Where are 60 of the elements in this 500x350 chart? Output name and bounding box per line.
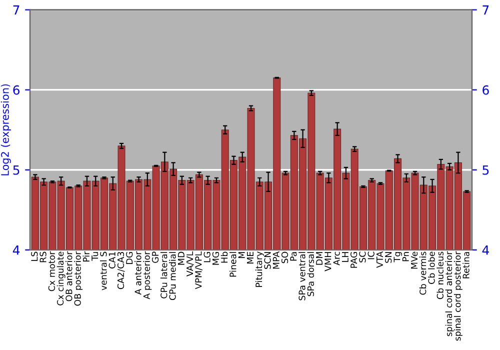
x-tick-label: OB anterior (65, 251, 72, 302)
x-tick-label: SCN (264, 252, 271, 269)
x-tick-label: MD (178, 252, 184, 265)
x-tick-label: CA1 (108, 252, 116, 268)
x-tick-label: A posterior (143, 251, 152, 300)
x-tick-label: VTA (376, 251, 383, 268)
y-tick-label: 4 (12, 246, 20, 255)
x-tick-label: DM (316, 252, 322, 265)
x-tick-label: MPA (272, 251, 280, 269)
x-tick-label: ME (247, 252, 254, 264)
x-tick-label: Tg (394, 252, 402, 262)
x-tick-label: LH (342, 252, 348, 262)
x-tick-label: Cb vermis (419, 252, 426, 295)
y-tick-label: 7 (13, 5, 20, 15)
x-tick-label: Cb lobe (428, 252, 435, 284)
x-tick-label: ventral S (100, 252, 107, 290)
x-tick-label: Pineal (230, 252, 236, 277)
x-tick-label: PAG (350, 252, 358, 268)
x-tick-label: M (238, 252, 245, 258)
x-tick-label: Pn (402, 252, 409, 262)
y-tick-label: 6 (13, 85, 20, 95)
x-tick-label: VMH (324, 252, 332, 272)
x-tick-label: SN (385, 252, 392, 263)
x-tick-label: SC (359, 252, 366, 262)
x-tick-label: Retina (462, 252, 470, 278)
x-tick-label: Pa (290, 252, 297, 261)
y2-tick-label: 6 (482, 85, 489, 95)
x-tick-label: LG (204, 252, 210, 262)
x-tick-label: A anterior (134, 251, 142, 295)
y2-tick-label: 5 (482, 166, 489, 175)
x-tick-label: CPu lateral (160, 252, 168, 298)
x-tick-label: SPa ventral (298, 252, 306, 300)
x-tick-label: Pituitary (255, 252, 264, 287)
x-tick-label: spinal cord posterior (454, 251, 462, 341)
x-tick-label: Cx motor (48, 251, 55, 292)
x-tick-label: Pir (82, 251, 90, 262)
y2-tick-label: 4 (482, 246, 489, 255)
x-tick-label: CPu medial (169, 252, 176, 300)
x-tick-label: LS (31, 252, 38, 261)
x-tick-label: IC (368, 252, 374, 260)
x-tick-label: SO (281, 252, 288, 264)
x-tick-label: Cb nucleus (436, 252, 444, 300)
x-tick-label: VA/VL (186, 251, 194, 276)
x-tick-label: CA2/CA3 (117, 252, 125, 290)
y-axis-title: Log2 (expression) (0, 84, 11, 176)
x-tick-label: DG (126, 252, 133, 264)
x-tick-label: RS (40, 252, 46, 262)
x-tick-label: VPM/VPL (195, 251, 202, 290)
x-tick-label: MVe (411, 252, 418, 269)
x-tick-label: GP (152, 252, 159, 263)
x-tick-label: MG (212, 252, 220, 265)
x-tick-label: Hb (220, 252, 228, 263)
x-tick-label: OB posterior (74, 251, 83, 306)
x-tick-label: SPa dorsal (307, 252, 314, 296)
x-tick-label: Arc (333, 252, 340, 266)
x-tick-label: spinal cord anterior (445, 251, 454, 336)
x-tick-label: Cx cingulate (56, 252, 66, 306)
x-tick-label: Tu (92, 252, 98, 261)
y-tick-label: 5 (13, 166, 20, 175)
y2-tick-label: 7 (482, 5, 489, 15)
